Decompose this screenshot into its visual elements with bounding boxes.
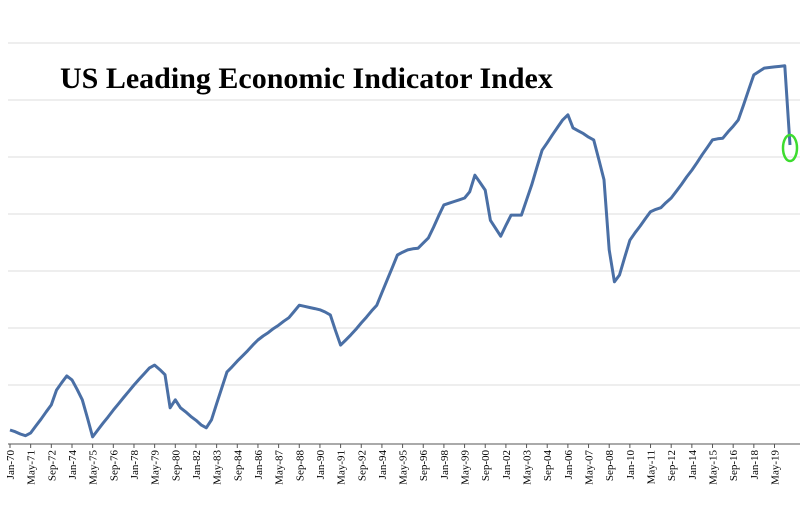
x-tick-label: Jan-78 <box>129 450 141 480</box>
x-tick-label: Sep-76 <box>108 450 120 482</box>
x-tick-label: Sep-92 <box>356 450 368 481</box>
x-tick-label: Jan-94 <box>377 450 389 480</box>
x-tick-label: Jan-70 <box>5 450 17 480</box>
x-tick-label: Jan-06 <box>563 450 575 480</box>
x-tick-label: May-03 <box>522 450 534 485</box>
x-tick-label: Sep-00 <box>480 450 492 482</box>
x-tick-label: Jan-14 <box>687 450 699 480</box>
x-tick-label: Jan-74 <box>67 450 79 480</box>
x-tick-label: Sep-12 <box>666 450 678 481</box>
highlight-ring <box>781 133 799 163</box>
x-tick-label: Jan-98 <box>439 450 451 480</box>
x-tick-label: May-87 <box>274 450 286 485</box>
x-tick-label: Jan-90 <box>315 450 327 480</box>
x-tick-label: May-15 <box>708 450 720 485</box>
x-tick-label: Sep-80 <box>170 450 182 482</box>
x-tick-label: Sep-72 <box>46 450 58 481</box>
x-tick-label: May-19 <box>770 450 782 485</box>
x-tick-label: May-79 <box>150 450 162 485</box>
x-tick-label: Sep-04 <box>542 450 554 482</box>
x-tick-label: Jan-18 <box>749 450 761 480</box>
x-tick-label: Sep-84 <box>232 450 244 482</box>
x-tick-label: Sep-16 <box>728 450 740 482</box>
x-tick-label: May-75 <box>88 450 100 485</box>
x-tick-label: Jan-10 <box>625 450 637 480</box>
x-tick-label: May-99 <box>460 450 472 485</box>
x-tick-label: Sep-96 <box>418 450 430 482</box>
x-tick-label: Jan-82 <box>191 450 203 479</box>
x-tick-label: May-07 <box>584 450 596 485</box>
x-tick-label: May-95 <box>398 450 410 485</box>
x-tick-label: May-71 <box>26 450 38 485</box>
x-tick-label: Jan-86 <box>253 450 265 480</box>
x-tick-label: May-83 <box>212 450 224 485</box>
x-tick-label: Sep-88 <box>294 450 306 482</box>
x-tick-label: Jan-02 <box>501 450 513 479</box>
x-tick-label: May-11 <box>646 450 658 484</box>
x-tick-label: Sep-08 <box>604 450 616 482</box>
chart-title: US Leading Economic Indicator Index <box>60 62 553 95</box>
line-series <box>9 64 792 439</box>
x-tick-label: May-91 <box>336 450 348 485</box>
